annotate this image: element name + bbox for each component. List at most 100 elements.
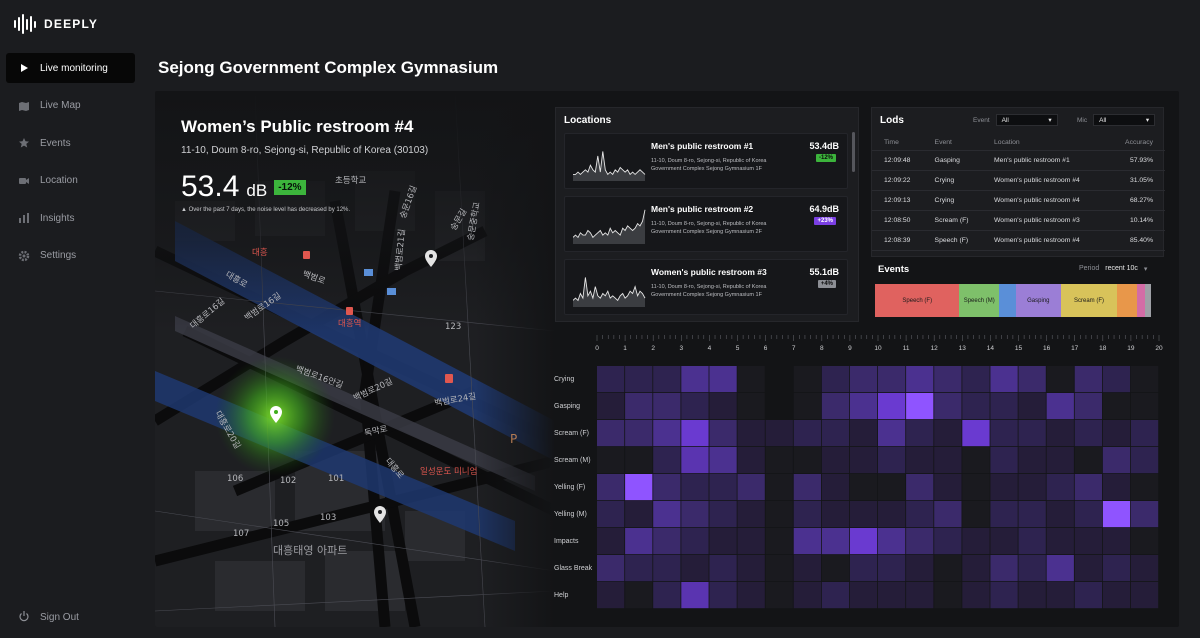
heatmap-cell[interactable] [878,582,906,609]
heatmap-cell[interactable] [849,474,878,501]
heatmap-cell[interactable] [709,447,737,474]
heatmap-cell[interactable] [1046,393,1074,420]
heatmap-cell[interactable] [962,447,990,474]
event-segment[interactable] [998,284,1016,317]
event-segment[interactable]: Scream (F) [1060,284,1118,317]
heatmap-cell[interactable] [1018,501,1046,528]
heatmap-cell[interactable] [1130,501,1159,528]
heatmap-cell[interactable] [597,393,625,420]
heatmap-cell[interactable] [878,420,906,447]
nav-item-settings[interactable]: Settings [6,241,135,271]
heatmap-cell[interactable] [765,447,793,474]
heatmap-cell[interactable] [906,528,934,555]
heatmap-cell[interactable] [709,420,737,447]
heatmap-cell[interactable] [681,582,709,609]
heatmap-cell[interactable] [793,393,821,420]
heatmap-cell[interactable] [737,555,765,582]
heatmap-cell[interactable] [653,366,681,393]
heatmap-cell[interactable] [653,420,681,447]
heatmap-cell[interactable] [625,582,653,609]
heatmap-cell[interactable] [934,528,962,555]
heatmap-cell[interactable] [1102,528,1131,555]
heatmap-cell[interactable] [1018,420,1046,447]
heatmap-cell[interactable] [681,555,709,582]
heatmap-cell[interactable] [709,582,737,609]
heatmap-cell[interactable] [1102,474,1131,501]
heatmap-cell[interactable] [681,447,709,474]
heatmap-cell[interactable] [625,528,653,555]
heatmap-cell[interactable] [737,501,765,528]
heatmap-cell[interactable] [709,528,737,555]
heatmap-cell[interactable] [934,393,962,420]
sign-out-button[interactable]: Sign Out [18,610,79,625]
event-segment[interactable] [1117,284,1137,317]
heatmap-cell[interactable] [1102,366,1131,393]
heatmap-cell[interactable] [653,555,681,582]
heatmap-cell[interactable] [653,474,681,501]
heatmap-cell[interactable] [709,501,737,528]
table-row[interactable]: 12:09:22 Crying Women's public restroom #4… [872,170,1165,191]
nav-item-live-map[interactable]: Live Map [6,91,135,121]
heatmap-cell[interactable] [1130,447,1159,474]
heatmap-cell[interactable] [709,393,737,420]
heatmap-cell[interactable] [1018,366,1046,393]
heatmap-cell[interactable] [597,474,625,501]
event-segment[interactable] [1145,284,1151,317]
heatmap-cell[interactable] [821,501,850,528]
event-segment[interactable]: Gasping [1015,284,1061,317]
heatmap-cell[interactable] [737,420,765,447]
table-row[interactable]: 12:08:39 Speech (F) Women's public restroo… [872,230,1165,251]
heatmap-cell[interactable] [906,447,934,474]
heatmap-cell[interactable] [737,447,765,474]
heatmap-cell[interactable] [1102,501,1131,528]
nav-item-location[interactable]: Location [6,166,135,196]
heatmap-cell[interactable] [878,447,906,474]
heatmap-cell[interactable] [1130,474,1159,501]
heatmap-cell[interactable] [878,393,906,420]
heatmap-cell[interactable] [1018,393,1046,420]
heatmap-cell[interactable] [878,555,906,582]
heatmap-cell[interactable] [849,555,878,582]
heatmap-cell[interactable] [962,366,990,393]
heatmap-cell[interactable] [962,555,990,582]
heatmap-cell[interactable] [709,474,737,501]
heatmap-cell[interactable] [962,474,990,501]
heatmap-cell[interactable] [709,555,737,582]
heatmap-cell[interactable] [906,555,934,582]
table-row[interactable]: 12:08:50 Scream (F) Women's public restroo… [872,210,1165,231]
scrollbar[interactable] [852,132,855,172]
heatmap-cell[interactable] [1074,393,1102,420]
heatmap-cell[interactable] [765,555,793,582]
heatmap-cell[interactable] [849,366,878,393]
heatmap-cell[interactable] [906,474,934,501]
heatmap-cell[interactable] [934,420,962,447]
map-marker[interactable] [374,506,386,523]
heatmap-cell[interactable] [990,366,1018,393]
map-view[interactable]: 백범로 백범로21길 백범로16길 백범로20길 백범로24길 독막로 대흥로 … [155,91,555,627]
heatmap-cell[interactable] [597,582,625,609]
heatmap-cell[interactable] [906,420,934,447]
heatmap-cell[interactable] [821,474,850,501]
heatmap-cell[interactable] [821,555,850,582]
heatmap-cell[interactable] [793,501,821,528]
heatmap-cell[interactable] [1018,474,1046,501]
heatmap-cell[interactable] [878,366,906,393]
location-card[interactable]: Women's public restroom #3 11-10, Doum 8-… [564,259,848,315]
logo[interactable]: DEEPLY [14,14,98,34]
heatmap-cell[interactable] [653,528,681,555]
heatmap-cell[interactable] [737,366,765,393]
location-card[interactable]: Men's public restroom #2 11-10, Doum 8-ro… [564,196,848,252]
heatmap-cell[interactable] [934,555,962,582]
heatmap-cell[interactable] [878,528,906,555]
heatmap-cell[interactable] [990,582,1018,609]
heatmap-cell[interactable] [1102,447,1131,474]
heatmap-cell[interactable] [990,447,1018,474]
heatmap-cell[interactable] [849,393,878,420]
heatmap-cell[interactable] [625,447,653,474]
heatmap-cell[interactable] [681,528,709,555]
heatmap-cell[interactable] [1074,555,1102,582]
heatmap-cell[interactable] [990,528,1018,555]
heatmap-cell[interactable] [653,447,681,474]
heatmap-cell[interactable] [1018,528,1046,555]
heatmap-cell[interactable] [906,501,934,528]
